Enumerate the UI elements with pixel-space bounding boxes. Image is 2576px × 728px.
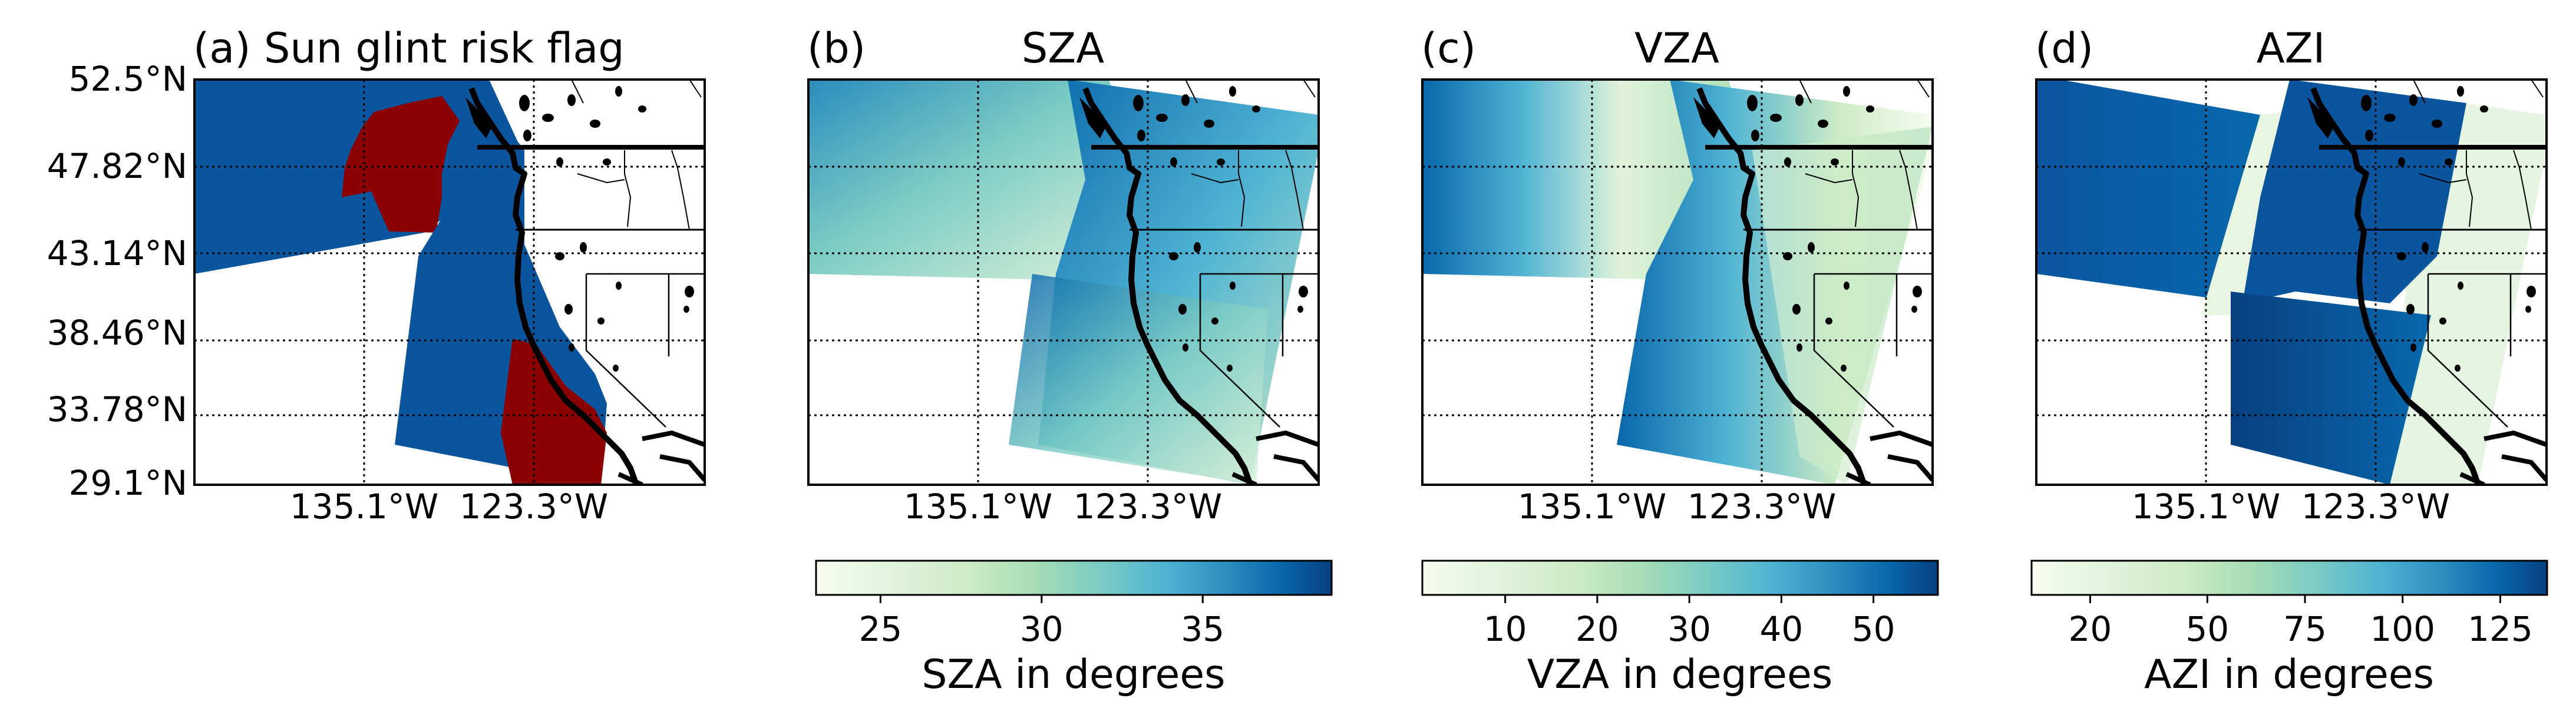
colorbar-tick-label: 10 <box>1484 609 1527 649</box>
lon-tick: 135.1°W <box>2132 487 2280 527</box>
lon-tick: 123.3°W <box>1687 487 1836 527</box>
panel-b-letter: (b) <box>807 24 866 72</box>
colorbar-c <box>1421 560 1939 596</box>
swath-b3 <box>1009 274 1268 485</box>
panel-d-title: AZI <box>2257 24 2325 72</box>
map-frame-c <box>1421 78 1934 486</box>
panel-d-letter: (d) <box>2035 24 2093 72</box>
colorbar-tick-label: 35 <box>1181 609 1224 649</box>
swath-c3 <box>1752 127 1933 485</box>
colorbar-tick-label: 50 <box>2185 609 2229 649</box>
panel-c: (c) VZA 135.1°W 123.3°W 10 20 30 40 50 VZA i… <box>1421 24 1939 698</box>
swath-d2 <box>2243 80 2466 303</box>
map-frame-b <box>807 78 1320 486</box>
colorbar-tick-label: 40 <box>1759 609 1803 649</box>
lon-tick: 123.3°W <box>1074 487 1222 527</box>
lat-axis-a: 52.5°N 47.82°N 43.14°N 38.46°N 33.78°N 2… <box>47 59 187 503</box>
colorbar-b-ticks: 25 30 35 <box>858 595 1224 649</box>
lat-tick: 43.14°N <box>47 233 187 273</box>
colorbar-tick-label: 50 <box>1852 609 1895 649</box>
lon-axis-a: 135.1°W 123.3°W <box>290 487 608 527</box>
swath-b1 <box>808 80 1138 280</box>
map-frame-a <box>193 78 706 486</box>
lon-axis-c: 135.1°W 123.3°W <box>1518 487 1836 527</box>
colorbar-c-ticks: 10 20 30 40 50 <box>1484 595 1895 649</box>
lat-tick: 38.46°N <box>47 313 187 353</box>
colorbar-c-label: VZA in degrees <box>1527 651 1833 698</box>
colorbar-tick-label: 20 <box>1576 609 1619 649</box>
lon-tick: 135.1°W <box>1518 487 1666 527</box>
colorbar-b <box>815 560 1333 596</box>
panel-a: (a) Sun glint risk flag 52.5°N 47.82°N 4… <box>47 24 706 527</box>
lat-tick: 52.5°N <box>68 59 187 99</box>
colorbar-d <box>2030 560 2548 596</box>
colorbar-tick-label: 125 <box>2468 609 2533 649</box>
swath-d4 <box>2231 292 2431 485</box>
lon-tick: 123.3°W <box>460 487 608 527</box>
panel-c-letter: (c) <box>1421 24 1476 72</box>
lon-tick: 123.3°W <box>2301 487 2450 527</box>
lon-tick: 135.1°W <box>290 487 438 527</box>
colorbar-tick-label: 30 <box>1020 609 1064 649</box>
colorbar-tick-label: 100 <box>2370 609 2435 649</box>
colorbar-tick-label: 75 <box>2283 609 2327 649</box>
colorbar-b-label: SZA in degrees <box>922 651 1225 698</box>
colorbar-tick-label: 25 <box>858 609 902 649</box>
panel-d: (d) AZI 135.1°W 123.3°W 20 50 75 100 125 AZI… <box>2030 24 2548 698</box>
glint-risk-area-2 <box>501 339 607 485</box>
swath-d3 <box>2296 80 2547 485</box>
panel-b: (b) SZA 135.1°W 123.3°W 25 30 35 SZA in de… <box>807 24 1333 698</box>
lat-tick: 47.82°N <box>47 146 187 186</box>
lon-axis-b: 135.1°W 123.3°W <box>904 487 1222 527</box>
lon-axis-d: 135.1°W 123.3°W <box>2132 487 2450 527</box>
colorbar-tick-label: 30 <box>1667 609 1711 649</box>
panel-c-title: VZA <box>1634 24 1719 72</box>
map-frame-d <box>2035 78 2548 486</box>
colorbar-tick-label: 20 <box>2069 609 2112 649</box>
panel-a-letter: (a) <box>193 24 251 72</box>
glint-risk-area-1 <box>342 96 460 233</box>
lat-tick: 29.1°N <box>68 463 187 503</box>
lon-tick: 135.1°W <box>904 487 1052 527</box>
colorbar-d-ticks: 20 50 75 100 125 <box>2069 595 2533 649</box>
panel-b-title: SZA <box>1022 24 1104 72</box>
lat-tick: 33.78°N <box>47 389 187 429</box>
panel-a-title: Sun glint risk flag <box>264 24 625 72</box>
swath-d1 <box>2036 80 2260 303</box>
colorbar-d-label: AZI in degrees <box>2144 651 2434 698</box>
